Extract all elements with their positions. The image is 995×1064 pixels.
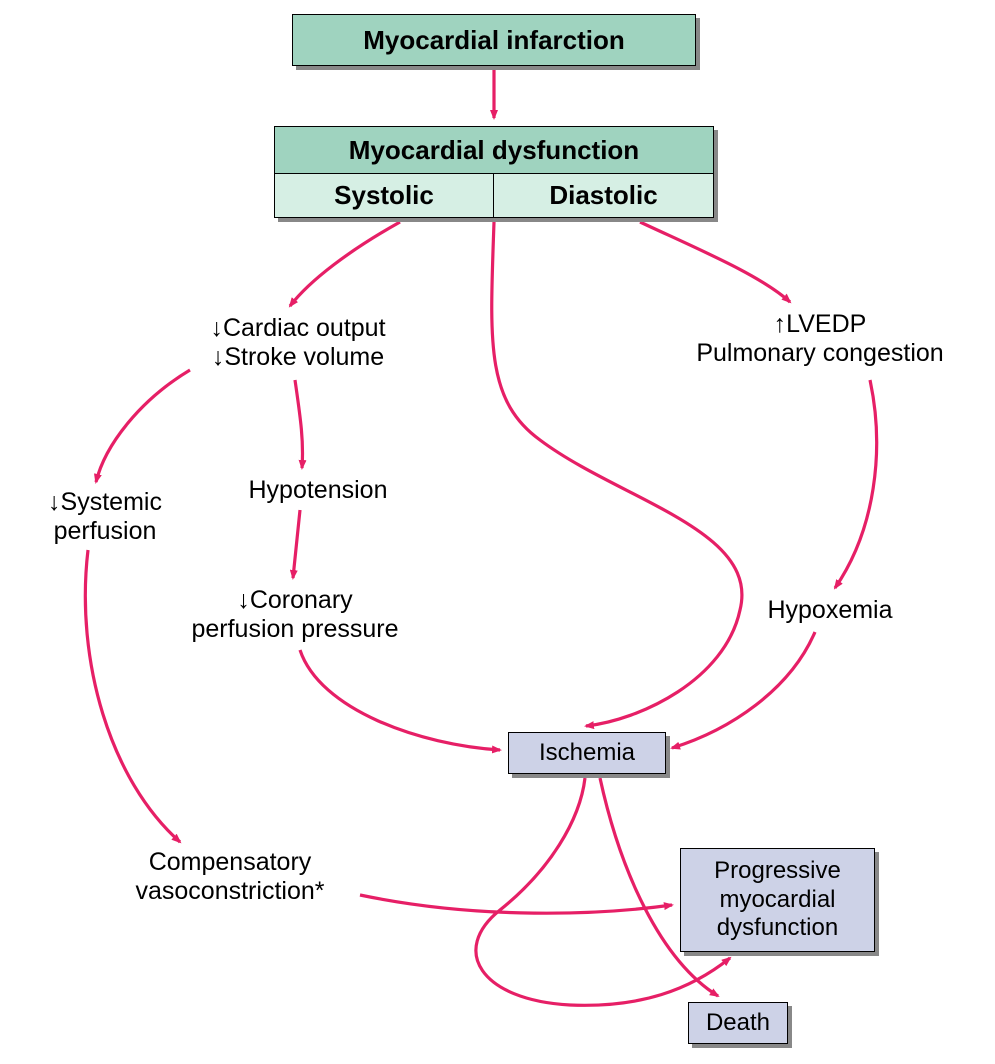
node-systolic-label: Systolic bbox=[334, 180, 434, 211]
node-lvedp-label: ↑LVEDPPulmonary congestion bbox=[696, 310, 943, 367]
node-ischemia-label: Ischemia bbox=[539, 739, 635, 767]
node-co-label: ↓Cardiac output↓Stroke volume bbox=[210, 314, 385, 371]
node-pmd-label: Progressivemyocardialdysfunction bbox=[714, 857, 841, 943]
node-sysperf: ↓Systemicperfusion bbox=[20, 488, 190, 546]
node-vasocon-label: Compensatoryvasoconstriction* bbox=[136, 848, 325, 905]
node-systolic: Systolic bbox=[274, 174, 494, 218]
edge-arrow bbox=[672, 632, 815, 748]
edge-arrow bbox=[293, 510, 300, 578]
node-lvedp: ↑LVEDPPulmonary congestion bbox=[660, 310, 980, 368]
node-ischemia: Ischemia bbox=[508, 732, 666, 774]
edge-arrow bbox=[360, 895, 672, 913]
edge-arrow bbox=[295, 380, 303, 468]
node-hypoten-label: Hypotension bbox=[249, 476, 388, 504]
node-sysperf-label: ↓Systemicperfusion bbox=[48, 488, 162, 545]
edge-arrow bbox=[492, 222, 742, 726]
node-cpp-label: ↓Coronaryperfusion pressure bbox=[191, 586, 398, 643]
edge-arrow bbox=[640, 222, 790, 302]
edge-arrow bbox=[96, 370, 190, 482]
edge-arrow bbox=[290, 222, 400, 306]
node-hypox: Hypoxemia bbox=[740, 596, 920, 625]
node-cpp: ↓Coronaryperfusion pressure bbox=[155, 586, 435, 644]
node-death-label: Death bbox=[706, 1009, 770, 1037]
edge-arrow bbox=[300, 650, 500, 750]
node-md: Myocardial dysfunction bbox=[274, 126, 714, 174]
node-mi-label: Myocardial infarction bbox=[363, 25, 625, 56]
edge-arrow bbox=[835, 380, 877, 588]
flowchart-canvas: Myocardial infarction Myocardial dysfunc… bbox=[0, 0, 995, 1064]
node-diastolic: Diastolic bbox=[494, 174, 714, 218]
node-co: ↓Cardiac output↓Stroke volume bbox=[178, 314, 418, 372]
node-pmd: Progressivemyocardialdysfunction bbox=[680, 848, 875, 952]
node-diastolic-label: Diastolic bbox=[549, 180, 657, 211]
node-vasocon: Compensatoryvasoconstriction* bbox=[100, 848, 360, 906]
node-hypoten: Hypotension bbox=[218, 476, 418, 505]
node-death: Death bbox=[688, 1002, 788, 1044]
node-mi: Myocardial infarction bbox=[292, 14, 696, 66]
node-hypox-label: Hypoxemia bbox=[767, 596, 892, 624]
node-md-label: Myocardial dysfunction bbox=[349, 135, 639, 166]
